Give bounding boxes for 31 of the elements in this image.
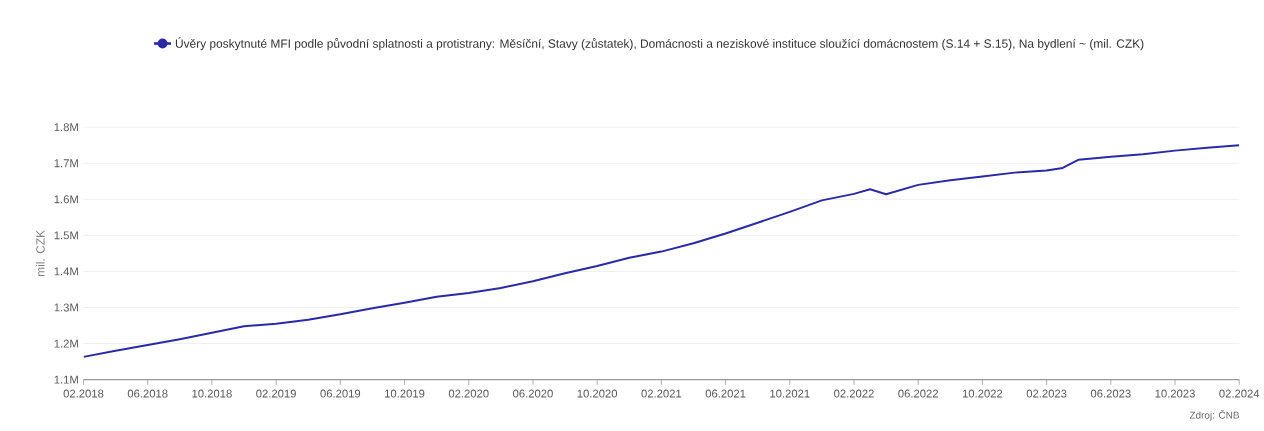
x-tick-label: 02.2021 [641,389,682,398]
y-tick-label: 1.1M [54,375,78,384]
x-tick-label: 06.2019 [320,389,361,398]
line-series [83,144,1240,358]
x-tick-label: 02.2022 [834,389,874,398]
text: Zdroj: ČNB [1189,409,1239,421]
x-tick-label: 10.2020 [577,389,618,398]
y-tick-label: 1.8M [54,123,78,132]
x-tick-label: 06.2021 [705,389,746,398]
y-tick-label: 1.2M [54,339,78,348]
y-tick-label: 1.5M [54,231,78,240]
x-tick-label: 06.2023 [1090,389,1131,398]
x-tick-label: 10.2023 [1155,389,1195,398]
x-tick-label: 06.2020 [513,389,553,398]
y-tick-label: 1.7M [54,159,78,167]
x-tick-label: 02.2020 [448,389,489,398]
x-tick-label: 10.2022 [962,389,1003,398]
x-tick-label: 10.2019 [385,389,425,398]
x-tick-label: 06.2018 [127,389,168,398]
x-tick-label: 06.2022 [898,389,938,398]
x-tick-label: 10.2018 [192,389,232,398]
y-tick-label: 1.4M [54,267,78,276]
x-tick-label: 10.2021 [770,389,810,398]
x-tick-label: 02.2023 [1026,389,1067,398]
y-axis-title: mil. CZK [35,230,45,276]
y-tick-label: 1.6M [54,195,78,204]
legend-label: Úvěry poskytnuté MFI podle původní splatnosti a protistrany: Měsíční, Stavy (zůstatek), Domácnosti a neziskové instituce sloužící domácnostem (S.14 + S.15), Na bydlení ~ (mil. CZK) [175,37,1144,51]
x-tick-label: 02.2018 [63,389,104,398]
y-tick-label: 1.3M [54,303,78,312]
x-tick-label: 02.2019 [256,389,296,398]
x-tick-label: 02.2024 [1219,389,1260,398]
